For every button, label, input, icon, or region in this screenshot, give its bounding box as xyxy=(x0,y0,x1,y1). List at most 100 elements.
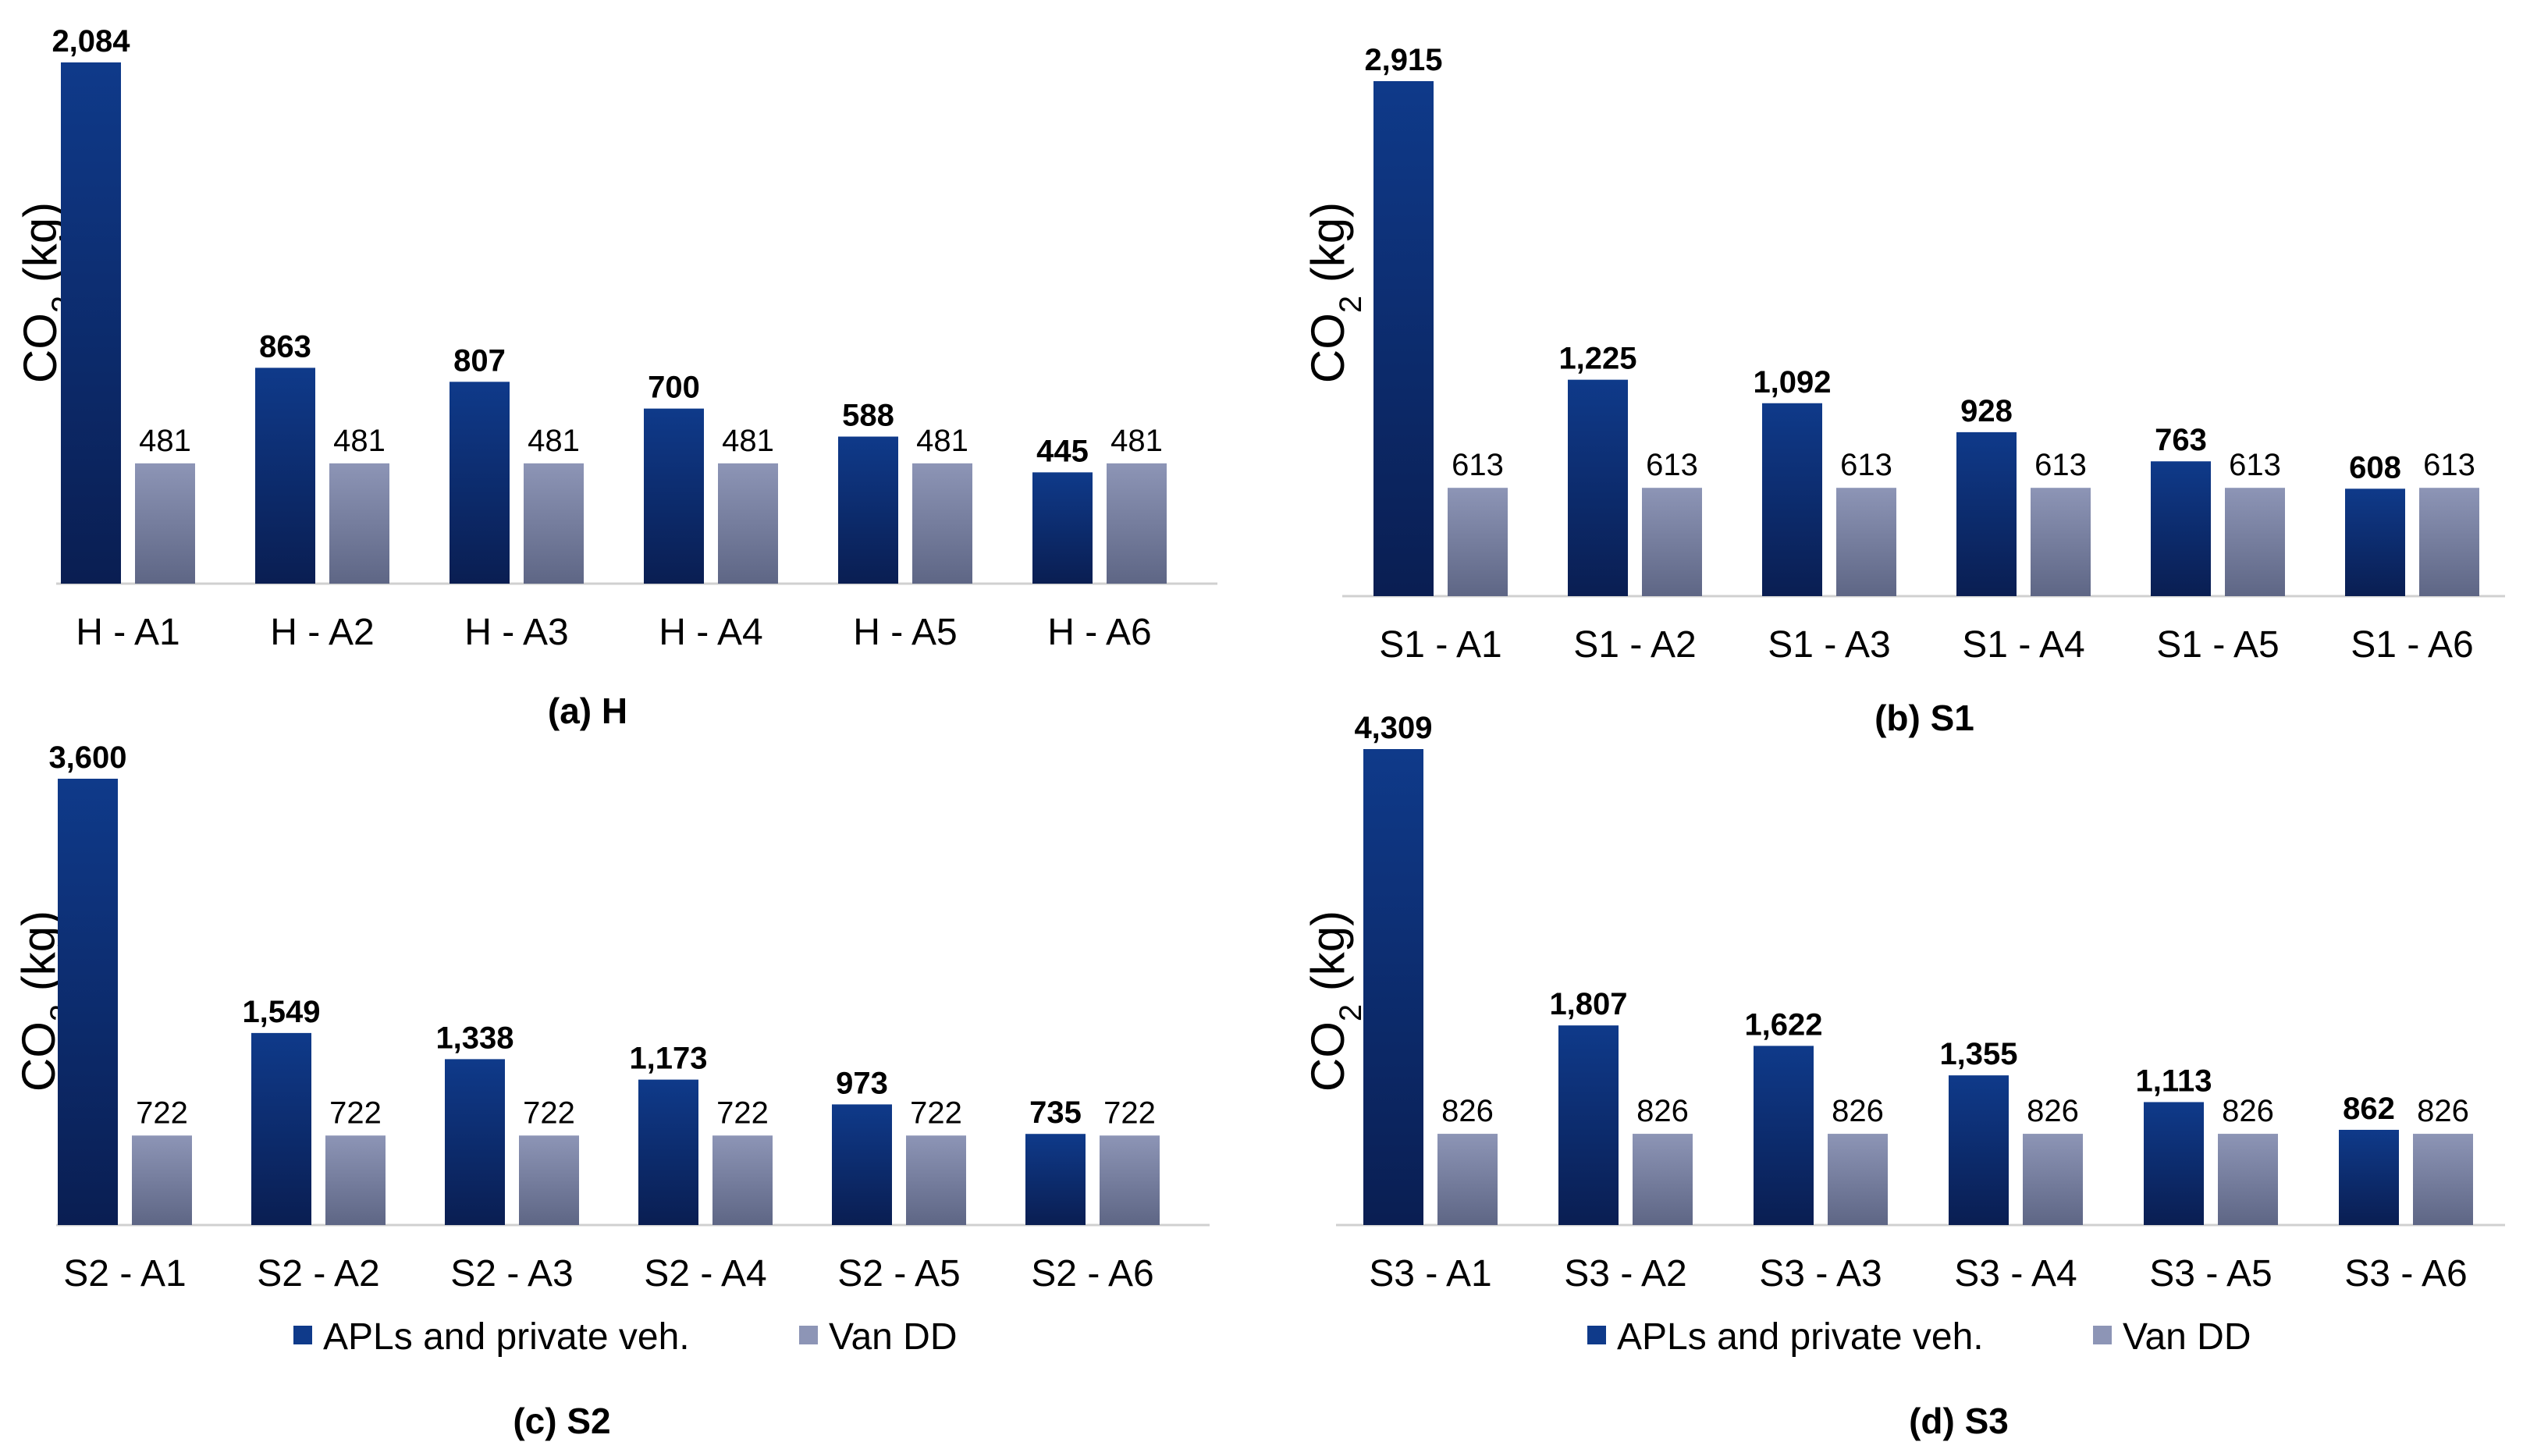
data-label-vandd-3: 826 xyxy=(1832,1094,1884,1128)
bar-aplspriv-1 xyxy=(1363,749,1423,1225)
bar-aplspriv-5 xyxy=(2151,461,2211,596)
data-label-vandd-2: 826 xyxy=(1636,1094,1689,1128)
x-tick-label-6: S1 - A6 xyxy=(2351,624,2473,666)
data-label-aplspriv-5: 1,113 xyxy=(2136,1064,2212,1098)
data-label-aplspriv-2: 1,225 xyxy=(1558,342,1636,376)
panel-caption: (a) H xyxy=(548,691,627,731)
x-tick-label-4: S2 - A4 xyxy=(644,1253,766,1294)
data-label-aplspriv-6: 735 xyxy=(1029,1096,1082,1130)
bar-vandd-4 xyxy=(2031,488,2091,596)
data-label-vandd-4: 826 xyxy=(2027,1094,2079,1128)
x-tick-label-6: S3 - A6 xyxy=(2344,1253,2467,1294)
data-label-vandd-1: 826 xyxy=(1441,1094,1494,1128)
legend-swatch-vandd xyxy=(2093,1326,2112,1344)
bar-vandd-3 xyxy=(1836,488,1896,596)
y-axis-label: CO2 (kg) xyxy=(1302,911,1368,1092)
bar-vandd-1 xyxy=(132,1135,192,1225)
bar-aplspriv-1 xyxy=(61,62,121,584)
data-label-vandd-1: 613 xyxy=(1452,448,1504,482)
data-label-aplspriv-2: 863 xyxy=(259,329,311,364)
bar-aplspriv-3 xyxy=(1762,403,1822,596)
bar-aplspriv-6 xyxy=(1032,472,1093,584)
x-tick-label-2: S2 - A2 xyxy=(257,1253,379,1294)
data-label-vandd-4: 613 xyxy=(2034,448,2087,482)
data-label-vandd-5: 722 xyxy=(910,1096,962,1130)
data-label-vandd-6: 613 xyxy=(2423,448,2475,482)
x-tick-label-2: S1 - A2 xyxy=(1573,624,1696,666)
data-label-aplspriv-1: 4,309 xyxy=(1354,711,1432,745)
bar-aplspriv-2 xyxy=(251,1032,311,1225)
x-tick-label-1: H - A1 xyxy=(76,612,179,653)
data-label-aplspriv-5: 588 xyxy=(842,399,894,433)
legend-label-vandd: Van DD xyxy=(2123,1316,2251,1358)
legend: APLs and private veh. Van DD xyxy=(1587,1316,2251,1358)
data-label-aplspriv-3: 1,338 xyxy=(435,1021,513,1055)
data-label-vandd-6: 481 xyxy=(1110,424,1163,458)
x-tick-label-6: S2 - A6 xyxy=(1031,1253,1153,1294)
data-label-vandd-2: 481 xyxy=(333,424,386,458)
legend-swatch-vandd xyxy=(799,1326,818,1344)
data-label-aplspriv-6: 608 xyxy=(2349,450,2401,485)
chart-panel-4: CO2 (kg) 4,309 826 S3 - A1 1,807 826 S3 - A2 1,… xyxy=(1302,711,2505,1441)
bar-vandd-6 xyxy=(2413,1134,2473,1225)
bar-vandd-1 xyxy=(1437,1134,1498,1225)
x-tick-label-3: S1 - A3 xyxy=(1768,624,1890,666)
bar-vandd-2 xyxy=(329,463,389,584)
bar-vandd-6 xyxy=(1107,463,1167,584)
bar-vandd-3 xyxy=(524,463,584,584)
bar-aplspriv-3 xyxy=(1754,1046,1814,1225)
chart-panel-2: CO2 (kg) 2,915 613 S1 - A1 1,225 613 S1 - A2 1,… xyxy=(1302,43,2505,738)
panel-caption: (d) S3 xyxy=(1909,1401,2009,1441)
data-label-vandd-5: 613 xyxy=(2229,448,2281,482)
bar-aplspriv-5 xyxy=(2144,1102,2204,1225)
x-tick-label-5: S1 - A5 xyxy=(2156,624,2279,666)
bar-vandd-2 xyxy=(1642,488,1702,596)
bar-aplspriv-4 xyxy=(644,408,704,584)
data-label-aplspriv-4: 928 xyxy=(1960,394,2013,428)
bar-aplspriv-2 xyxy=(1568,379,1628,596)
bar-aplspriv-1 xyxy=(58,779,118,1225)
data-label-aplspriv-1: 2,084 xyxy=(52,24,130,59)
data-label-vandd-5: 826 xyxy=(2222,1094,2274,1128)
data-label-aplspriv-1: 2,915 xyxy=(1364,43,1442,77)
x-tick-label-2: H - A2 xyxy=(270,612,374,653)
bar-vandd-2 xyxy=(325,1135,386,1225)
data-label-vandd-6: 826 xyxy=(2417,1094,2469,1128)
x-tick-label-5: H - A5 xyxy=(853,612,957,653)
legend-swatch-aplspriv xyxy=(1587,1326,1606,1344)
bar-aplspriv-3 xyxy=(450,382,510,584)
bar-vandd-6 xyxy=(2419,488,2479,596)
bar-vandd-1 xyxy=(135,463,195,584)
x-tick-label-1: S2 - A1 xyxy=(63,1253,186,1294)
data-label-vandd-6: 722 xyxy=(1103,1096,1156,1130)
bar-aplspriv-4 xyxy=(638,1079,698,1225)
data-label-vandd-3: 481 xyxy=(528,424,580,458)
data-label-aplspriv-6: 862 xyxy=(2343,1092,2395,1126)
bar-vandd-4 xyxy=(712,1135,773,1225)
data-label-vandd-2: 722 xyxy=(329,1096,382,1130)
bar-vandd-5 xyxy=(912,463,972,584)
bar-vandd-5 xyxy=(906,1135,966,1225)
bar-vandd-5 xyxy=(2225,488,2285,596)
bar-aplspriv-3 xyxy=(445,1059,505,1225)
legend-label-aplspriv: APLs and private veh. xyxy=(323,1316,690,1358)
data-label-aplspriv-3: 1,622 xyxy=(1744,1007,1822,1042)
data-label-aplspriv-5: 763 xyxy=(2155,423,2207,457)
data-label-aplspriv-4: 1,173 xyxy=(629,1042,707,1076)
data-label-vandd-1: 722 xyxy=(136,1096,188,1130)
x-tick-label-6: H - A6 xyxy=(1047,612,1151,653)
bar-vandd-1 xyxy=(1448,488,1508,596)
panel-caption: (b) S1 xyxy=(1874,698,1974,738)
data-label-vandd-2: 613 xyxy=(1646,448,1698,482)
data-label-aplspriv-3: 807 xyxy=(453,343,506,378)
x-tick-label-4: S1 - A4 xyxy=(1962,624,2084,666)
bar-aplspriv-6 xyxy=(1025,1134,1086,1225)
legend-label-aplspriv: APLs and private veh. xyxy=(1617,1316,1984,1358)
data-label-vandd-5: 481 xyxy=(916,424,968,458)
data-label-aplspriv-2: 1,549 xyxy=(242,995,320,1029)
x-tick-label-4: H - A4 xyxy=(659,612,762,653)
bar-aplspriv-2 xyxy=(1558,1025,1619,1225)
